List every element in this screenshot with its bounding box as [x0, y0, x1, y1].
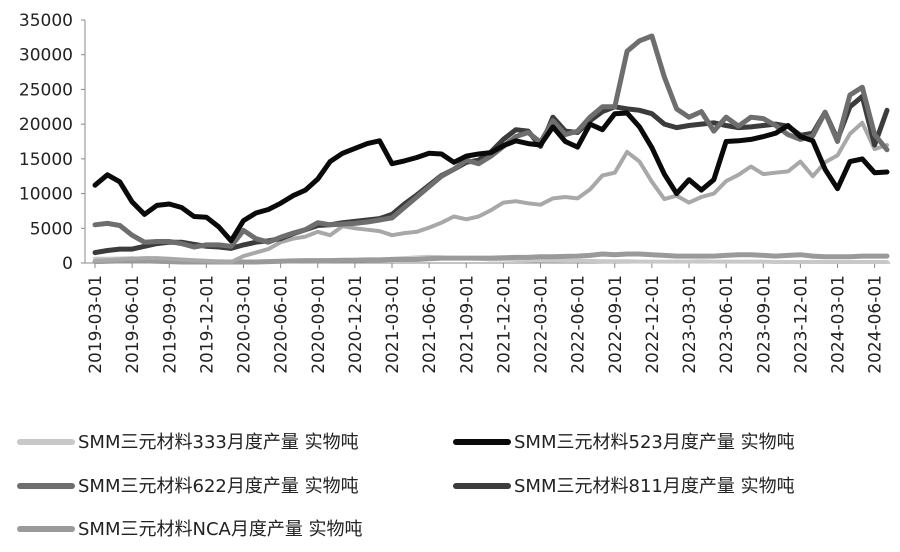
legend-label-2: SMM三元材料622月度产量 实物吨: [78, 476, 359, 497]
series-line-1: [92, 110, 890, 244]
x-tick-label: 2023-06-01: [717, 275, 737, 374]
x-tick-label: 2024-06-01: [866, 275, 886, 374]
series-line-2: [92, 33, 890, 250]
x-tick-label: 2022-03-01: [532, 275, 552, 374]
x-tick-label: 2021-03-01: [383, 275, 403, 374]
legend: SMM三元材料333月度产量 实物吨 SMM三元材料523月度产量 实物吨 SMM三…: [17, 432, 795, 540]
legend-label-0: SMM三元材料333月度产量 实物吨: [78, 432, 359, 453]
legend-label-4: SMM三元材料NCA月度产量 实物吨: [78, 519, 363, 540]
x-tick-label: 2022-09-01: [606, 275, 626, 374]
x-tick-label: 2024-03-01: [829, 275, 849, 374]
x-tick-label: 2021-09-01: [457, 275, 477, 374]
x-tick-label: 2023-03-01: [680, 275, 700, 374]
x-tick-label: 2020-03-01: [235, 275, 255, 374]
series-layer: [92, 33, 890, 265]
x-tick-label: 2019-06-01: [123, 275, 143, 374]
x-tick-label: 2023-09-01: [754, 275, 774, 374]
y-tick-label: 5000: [30, 219, 73, 239]
series-line-5: [93, 120, 889, 264]
legend-label-3: SMM三元材料811月度产量 实物吨: [514, 476, 795, 497]
axes: 0 5000 10000 15000 20000 25000 30000 35000 2019-…: [19, 11, 890, 374]
x-tick-label: 2019-09-01: [160, 275, 180, 374]
x-tick-label: 2020-12-01: [346, 275, 366, 374]
y-tick-label: 0: [62, 254, 73, 274]
x-tick-label: 2021-12-01: [494, 275, 514, 374]
y-tick-label: 10000: [19, 185, 73, 205]
x-tick-label: 2019-03-01: [86, 275, 106, 374]
y-tick-label: 15000: [19, 150, 73, 170]
y-tick-label: 20000: [19, 115, 73, 135]
x-tick-label: 2020-09-01: [309, 275, 329, 374]
x-tick-label: 2019-12-01: [197, 275, 217, 374]
y-tick-label: 25000: [19, 80, 73, 100]
x-tick-label: 2022-06-01: [569, 275, 589, 374]
y-tick-label: 35000: [19, 11, 73, 31]
legend-label-1: SMM三元材料523月度产量 实物吨: [514, 432, 795, 453]
x-tick-label: 2022-12-01: [643, 275, 663, 374]
x-tick-label: 2021-06-01: [420, 275, 440, 374]
x-tick-label: 2020-06-01: [272, 275, 292, 374]
x-tick-label: 2023-12-01: [791, 275, 811, 374]
y-tick-label: 30000: [19, 46, 73, 66]
